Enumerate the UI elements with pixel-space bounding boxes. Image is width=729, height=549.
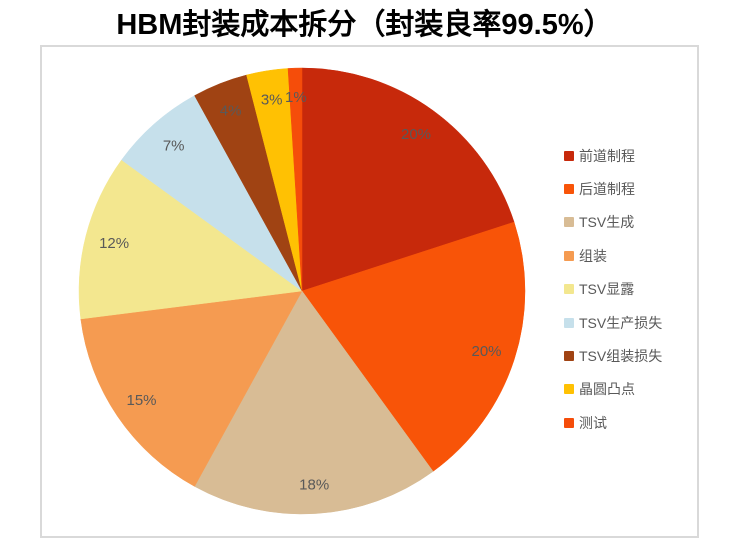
legend-label: 后道制程 xyxy=(579,181,635,198)
data-label-4: 12% xyxy=(99,235,129,252)
legend-item-0: 前道制程 xyxy=(564,139,662,172)
legend-marker-icon xyxy=(564,351,574,362)
legend-marker-icon xyxy=(564,184,574,195)
legend-marker-icon xyxy=(564,250,574,261)
legend-item-1: 后道制程 xyxy=(564,172,662,205)
legend-item-2: TSV生成 xyxy=(564,206,662,239)
data-label-7: 3% xyxy=(261,91,283,108)
legend-label: TSV组装损失 xyxy=(579,348,663,365)
pie-slice-8 xyxy=(287,67,303,292)
legend-marker-icon xyxy=(564,150,574,161)
pie-slice-3 xyxy=(80,290,303,487)
pie-slice-2 xyxy=(194,290,434,515)
legend-item-3: 组装 xyxy=(564,239,662,272)
legend-label: TSV生成 xyxy=(579,214,635,231)
legend: 前道制程后道制程 TSV生成组装 TSV显露 TSV生产损失 TSV组装损失 晶圆凸点测试 xyxy=(564,139,662,440)
data-label-1: 20% xyxy=(471,343,501,360)
legend-marker-icon xyxy=(564,417,574,428)
legend-item-7: 晶圆凸点 xyxy=(564,373,662,406)
legend-marker-icon xyxy=(564,384,574,395)
legend-label: TSV显露 xyxy=(579,281,635,298)
legend-label: 前道制程 xyxy=(579,147,635,164)
legend-item-6: TSV组装损失 xyxy=(564,339,662,372)
data-label-0: 20% xyxy=(401,126,431,143)
legend-item-5: TSV生产损失 xyxy=(564,306,662,339)
legend-label: 组装 xyxy=(579,247,607,264)
pie-slice-1 xyxy=(301,221,526,472)
data-label-5: 7% xyxy=(163,138,185,155)
legend-marker-icon xyxy=(564,284,574,295)
data-label-2: 18% xyxy=(299,477,329,494)
legend-label: 晶圆凸点 xyxy=(579,381,635,398)
pie-slice-0 xyxy=(301,67,515,292)
data-label-8: 1% xyxy=(285,89,307,106)
legend-marker-icon xyxy=(564,317,574,328)
legend-item-8: 测试 xyxy=(564,406,662,439)
legend-marker-icon xyxy=(564,217,574,228)
data-label-3: 15% xyxy=(126,392,156,409)
pie-slice-4 xyxy=(78,159,303,320)
legend-item-4: TSV显露 xyxy=(564,273,662,306)
data-label-6: 4% xyxy=(220,103,242,120)
legend-label: TSV生产损失 xyxy=(579,314,663,331)
chart-title: HBM封装成本拆分（封装良率99.5%） xyxy=(116,9,613,41)
legend-label: 测试 xyxy=(579,414,607,431)
